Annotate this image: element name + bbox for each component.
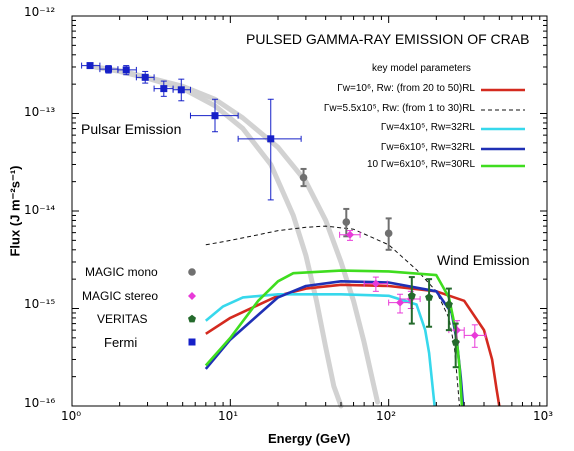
x-axis-label: Energy (GeV) bbox=[268, 431, 351, 446]
x-tick-label: 10³ bbox=[533, 409, 554, 423]
curvature-band-line bbox=[92, 64, 380, 405]
data-points bbox=[81, 62, 487, 369]
annotation-wind: Wind Emission bbox=[437, 252, 530, 268]
x-tick-label: 10¹ bbox=[218, 409, 239, 423]
data-point bbox=[299, 173, 308, 182]
data-point bbox=[141, 73, 149, 81]
legend-swatches bbox=[188, 88, 525, 346]
data-legend-label: Fermi bbox=[104, 335, 138, 350]
y-axis-label: Flux (J m⁻²s⁻¹) bbox=[7, 165, 23, 257]
data-point bbox=[384, 229, 393, 238]
model-legend-label: Γw=5.5x10⁵, Rw: (from 1 to 30)RL bbox=[323, 103, 475, 114]
annotation-pulsar: Pulsar Emission bbox=[81, 121, 182, 137]
x-tick-label: 10² bbox=[376, 409, 397, 423]
data-legend-label: VERITAS bbox=[97, 312, 148, 326]
data-point bbox=[342, 218, 351, 226]
x-tick-label: 10⁰ bbox=[61, 409, 82, 423]
y-tick-label: 10⁻¹⁵ bbox=[24, 297, 56, 311]
y-tick-label: 10⁻¹⁴ bbox=[24, 203, 56, 217]
data-legend-label: MAGIC stereo bbox=[82, 289, 159, 303]
data-point bbox=[211, 112, 219, 120]
model-legend-title: key model parameters bbox=[372, 63, 471, 74]
model-curves bbox=[204, 225, 501, 407]
data-point bbox=[425, 293, 434, 301]
model-legend-label: 10 Γw=6x10⁵, Rw=30RL bbox=[366, 159, 475, 170]
data-legend-label: MAGIC mono bbox=[85, 265, 158, 279]
model-legend-label: Γw=10⁶, Rw: (from 20 to 50)RL bbox=[337, 83, 475, 94]
model-legend-label: Γw=6x10⁵, Rw=32RL bbox=[380, 142, 475, 153]
data-point bbox=[177, 86, 185, 94]
data-point bbox=[86, 62, 94, 70]
data-point bbox=[346, 230, 355, 239]
data-point bbox=[188, 314, 196, 323]
data-point bbox=[407, 291, 416, 300]
data-point bbox=[371, 279, 380, 288]
data-point bbox=[396, 298, 405, 307]
data-point bbox=[104, 65, 112, 73]
model-curve bbox=[204, 292, 436, 407]
data-point bbox=[160, 85, 168, 93]
data-point bbox=[451, 338, 460, 346]
data-point bbox=[188, 268, 196, 276]
data-point bbox=[470, 331, 479, 340]
y-tick-label: 10⁻¹³ bbox=[24, 105, 56, 119]
data-point bbox=[188, 292, 196, 300]
y-tick-label: 10⁻¹² bbox=[24, 5, 56, 19]
axis-ticks bbox=[71, 16, 547, 407]
data-point bbox=[444, 300, 453, 308]
model-legend-label: Γw=4x10⁵, Rw=32RL bbox=[380, 122, 475, 133]
chart-title: PULSED GAMMA-RAY EMISSION OF CRAB bbox=[246, 31, 530, 47]
data-point bbox=[122, 66, 130, 74]
data-point bbox=[267, 135, 275, 143]
curvature-bands bbox=[92, 64, 380, 409]
y-tick-label: 10⁻¹⁶ bbox=[24, 396, 56, 410]
data-point bbox=[188, 338, 196, 346]
